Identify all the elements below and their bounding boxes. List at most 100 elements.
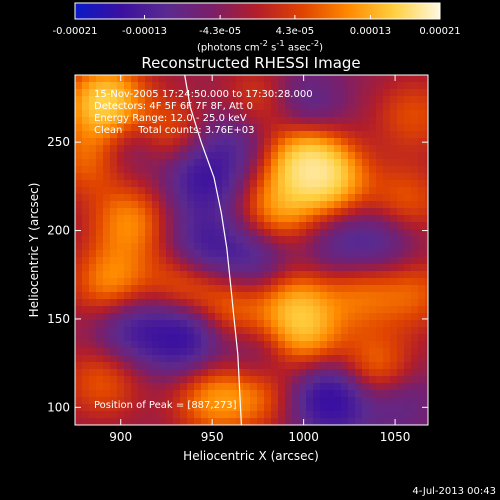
heatmap-cell [138,285,146,293]
heatmap-cell [362,334,370,342]
heatmap-cell [229,418,237,425]
heatmap-cell [173,411,181,419]
heatmap-cell [103,236,111,244]
heatmap-cell [299,292,307,300]
heatmap-cell [222,103,230,111]
heatmap-cell [96,292,104,300]
heatmap-cell [201,110,209,118]
heatmap-cell [180,334,188,342]
heatmap-cell [292,362,300,370]
heatmap-cell [397,236,405,244]
heatmap-cell [166,229,174,237]
heatmap-cell [306,215,314,223]
heatmap-cell [362,138,370,146]
heatmap-cell [292,215,300,223]
heatmap-cell [89,390,97,398]
heatmap-cell [285,145,293,153]
heatmap-cell [82,362,90,370]
heatmap-cell [117,411,125,419]
heatmap-cell [362,292,370,300]
heatmap-cell [341,327,349,335]
heatmap-cell [334,173,342,181]
heatmap-cell [110,215,118,223]
heatmap-cell [320,418,328,425]
heatmap-cell [131,369,139,377]
heatmap-cell [411,110,419,118]
heatmap-cell [166,271,174,279]
heatmap-cell [334,96,342,104]
heatmap-cell [222,292,230,300]
heatmap-cell [306,173,314,181]
heatmap-cell [411,327,419,335]
heatmap-cell [306,278,314,286]
heatmap-cell [117,257,125,265]
heatmap-cell [250,299,258,307]
heatmap-cell [138,327,146,335]
heatmap-cell [369,418,377,425]
heatmap-cell [75,341,83,349]
heatmap-cell [383,180,391,188]
heatmap-cell [159,173,167,181]
heatmap-cell [341,334,349,342]
heatmap-cell [264,103,272,111]
heatmap-cell [257,397,265,405]
heatmap-cell [131,124,139,132]
heatmap-cell [404,173,412,181]
heatmap-cell [348,117,356,125]
heatmap-cell [271,250,279,258]
heatmap-cell [145,369,153,377]
heatmap-cell [278,320,286,328]
heatmap-cell [334,320,342,328]
heatmap-cell [222,117,230,125]
heatmap-cell [173,348,181,356]
heatmap-cell [292,376,300,384]
heatmap-cell [376,222,384,230]
heatmap-cell [180,222,188,230]
heatmap-cell [82,271,90,279]
heatmap-cell [145,362,153,370]
heatmap-cell [117,285,125,293]
heatmap-cell [383,299,391,307]
heatmap-cell [425,299,428,307]
heatmap-cell [152,187,160,195]
heatmap-cell [369,313,377,321]
heatmap-cell [425,306,428,314]
heatmap-cell [110,180,118,188]
annotation-detectors: Detectors: 4F 5F 6F 7F 8F, Att 0 [94,101,253,112]
heatmap-cell [201,250,209,258]
heatmap-cell [208,278,216,286]
heatmap-cell [376,362,384,370]
heatmap-cell [404,327,412,335]
heatmap-cell [299,208,307,216]
heatmap-cell [75,82,83,90]
heatmap-cell [96,110,104,118]
heatmap-cell [152,131,160,139]
heatmap-cell [159,194,167,202]
heatmap-cell [355,201,363,209]
heatmap-cell [334,250,342,258]
heatmap-cell [96,306,104,314]
heatmap-cell [110,250,118,258]
heatmap-cell [418,362,426,370]
heatmap-cell [236,208,244,216]
heatmap-cell [306,334,314,342]
heatmap-cell [131,390,139,398]
heatmap-cell [362,250,370,258]
heatmap-cell [145,215,153,223]
heatmap-cell [362,110,370,118]
heatmap-cell [208,285,216,293]
heatmap-cell [355,348,363,356]
heatmap-cell [152,397,160,405]
heatmap-cell [82,82,90,90]
heatmap-cell [397,306,405,314]
heatmap-cell [201,390,209,398]
heatmap-cell [285,404,293,412]
heatmap-cell [278,96,286,104]
heatmap-cell [285,117,293,125]
heatmap-cell [334,194,342,202]
heatmap-cell [397,376,405,384]
heatmap-cell [229,278,237,286]
heatmap-cell [320,278,328,286]
heatmap-cell [201,243,209,251]
heatmap-cell [418,383,426,391]
